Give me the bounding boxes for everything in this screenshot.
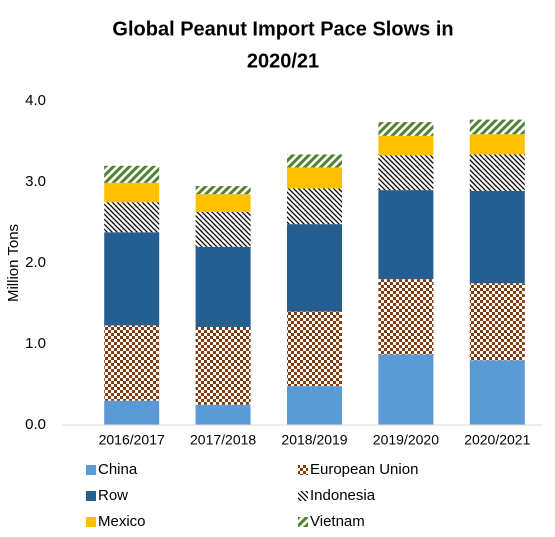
legend-label: Indonesia <box>310 487 376 504</box>
bar-segment <box>378 155 434 191</box>
legend-swatch <box>86 465 96 475</box>
bar-segment <box>287 154 342 168</box>
legend-swatch <box>86 517 96 527</box>
bar-segment <box>287 386 342 425</box>
bar-segment <box>104 400 160 425</box>
bar-segment <box>287 167 342 189</box>
bar-segment <box>378 279 434 355</box>
bar-segment <box>378 190 434 280</box>
bar-segment <box>195 246 251 327</box>
bar-segment <box>104 232 160 326</box>
bar-segment <box>104 182 160 203</box>
legend-label: Row <box>98 487 128 504</box>
bar-segment <box>469 360 525 425</box>
x-tick-label: 2017/2018 <box>190 432 256 448</box>
y-tick-label: 3.0 <box>25 173 46 190</box>
bar-segment <box>195 326 251 405</box>
legend-label: China <box>98 461 138 478</box>
legend-label: Mexico <box>98 513 146 530</box>
legend-swatch <box>298 465 308 475</box>
bar-segment <box>287 224 342 312</box>
x-tick-label: 2016/2017 <box>99 432 165 448</box>
bar-segment <box>195 404 251 425</box>
bar-segment <box>287 188 342 225</box>
bar-segment <box>104 325 160 401</box>
legend-label: European Union <box>310 461 418 478</box>
chart-title: Global Peanut Import Pace Slows in <box>112 18 453 40</box>
y-tick-label: 4.0 <box>25 92 46 109</box>
bar-segment <box>195 211 251 247</box>
bar-segment <box>195 186 251 195</box>
bar-segment <box>469 283 525 361</box>
x-tick-label: 2018/2019 <box>281 432 347 448</box>
bar-segment <box>378 135 434 156</box>
y-tick-label: 1.0 <box>25 335 46 352</box>
bar-segment <box>469 154 525 191</box>
bar-segment <box>469 190 525 284</box>
bar-segment <box>104 165 160 183</box>
x-tick-label: 2019/2020 <box>373 432 439 448</box>
bar-segment <box>469 119 525 135</box>
bar-segment <box>378 354 434 425</box>
legend-swatch <box>86 491 96 501</box>
y-axis-label: Million Tons <box>5 224 22 302</box>
bar-segment <box>378 122 434 136</box>
bar-segment <box>195 194 251 212</box>
y-tick-label: 2.0 <box>25 254 46 271</box>
y-tick-label: 0.0 <box>25 416 46 433</box>
bar-segment <box>287 311 342 387</box>
legend-swatch <box>298 491 308 501</box>
bar-segment <box>469 134 525 155</box>
chart-title: 2020/21 <box>247 50 319 72</box>
bar-segment <box>104 202 160 233</box>
legend-swatch <box>298 517 308 527</box>
x-tick-label: 2020/2021 <box>464 432 530 448</box>
legend-label: Vietnam <box>310 513 365 530</box>
